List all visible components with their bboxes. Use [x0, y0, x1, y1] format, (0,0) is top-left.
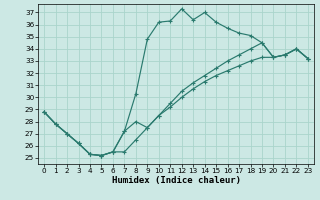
X-axis label: Humidex (Indice chaleur): Humidex (Indice chaleur): [111, 176, 241, 185]
